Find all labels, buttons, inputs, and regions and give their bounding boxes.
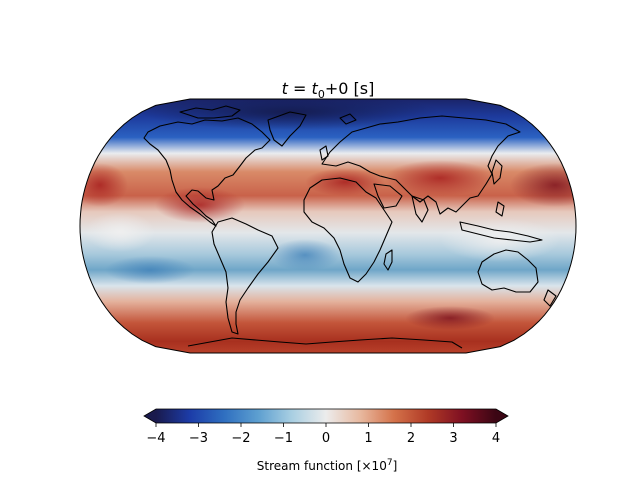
colorbar: −4 −3 −2 −1 0 1 2 3 4 Stream function [×107]: [143, 408, 509, 473]
field-anomaly: [80, 163, 128, 207]
coastline-africa: [303, 177, 393, 283]
colorbar-tick-label: −3: [189, 431, 208, 446]
colorbar-extend-high: [496, 409, 508, 423]
colorbar-ticks: −4 −3 −2 −1 0 1 2 3 4: [146, 423, 500, 446]
coastline-japan: [491, 159, 503, 185]
coastline-indonesia: [459, 221, 543, 243]
colorbar-tick-label: −2: [231, 431, 250, 446]
colorbar-gradient: [156, 409, 496, 423]
coastline-eurasia: [321, 115, 521, 215]
globe-outline: [79, 98, 577, 354]
coastline-south-america: [211, 217, 279, 335]
coastline-madagascar: [383, 249, 393, 271]
colorbar-tick-label: 1: [364, 431, 372, 446]
field-anomaly: [155, 187, 245, 223]
map-area: [79, 98, 577, 354]
coastline-arabia: [373, 183, 403, 209]
coastlines: [143, 105, 557, 349]
coastline-antarctica: [187, 337, 463, 349]
field-anomaly: [510, 163, 576, 207]
colorbar-tick-label: −4: [146, 431, 165, 446]
field-anomaly: [85, 212, 155, 252]
coastline-australia: [477, 249, 539, 293]
field-anomaly: [405, 306, 495, 330]
coastline-north-america: [143, 117, 271, 227]
colorbar-tick-label: 3: [449, 431, 457, 446]
coastline-philippines: [495, 201, 505, 217]
colorbar-tick-label: 4: [492, 431, 500, 446]
colorbar-tick-label: 0: [322, 431, 330, 446]
field-anomaly: [270, 239, 340, 271]
field-anomaly: [385, 160, 495, 196]
coastline-arctic-islands: [179, 105, 241, 119]
colorbar-tick-label: 2: [407, 431, 415, 446]
colorbar-tick-label: −1: [274, 431, 293, 446]
map-title: t = t0+0 [s]: [282, 79, 375, 101]
field-anomaly: [440, 218, 560, 262]
coastline-india: [411, 195, 429, 223]
field-anomaly: [105, 256, 195, 284]
colorbar-extend-low: [144, 409, 156, 423]
coastline-new-zealand: [543, 289, 557, 307]
coastline-greenland: [267, 111, 307, 147]
colorbar-label: Stream function [×107]: [257, 458, 398, 473]
coastline-svalbard: [339, 113, 357, 125]
coastline-uk: [319, 145, 329, 161]
field-anomaly: [305, 168, 385, 196]
